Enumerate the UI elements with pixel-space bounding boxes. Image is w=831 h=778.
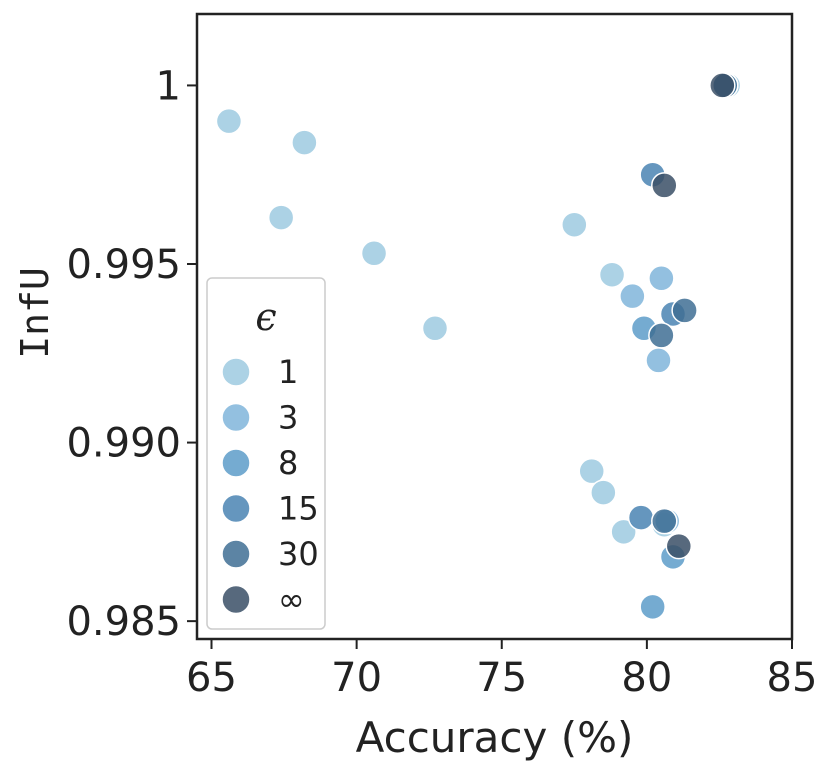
point-eps-4 xyxy=(648,322,675,349)
point-eps-0 xyxy=(590,479,617,506)
x-tick-label: 65 xyxy=(186,655,237,701)
x-axis-ticks: 65 70 75 80 85 xyxy=(186,639,817,701)
legend-marker xyxy=(221,493,251,524)
legend-marker xyxy=(221,357,251,387)
legend-items: 1 3 8 15 30 ∞ xyxy=(221,353,319,619)
legend-marker xyxy=(221,584,251,615)
y-tick-label: 0.990 xyxy=(66,421,181,467)
legend-marker xyxy=(221,402,251,433)
point-eps-5 xyxy=(709,72,736,99)
legend-label: 1 xyxy=(278,353,298,391)
legend-label: 3 xyxy=(278,399,298,437)
point-eps-1 xyxy=(645,347,672,374)
legend-label: 15 xyxy=(278,490,319,528)
point-eps-0 xyxy=(360,240,388,267)
point-eps-4 xyxy=(651,507,678,535)
legend-marker xyxy=(221,539,251,569)
point-eps-3 xyxy=(627,504,655,531)
x-tick-label: 80 xyxy=(621,655,672,701)
legend-marker xyxy=(221,448,251,478)
point-eps-0 xyxy=(610,518,637,546)
y-axis-ticks: 0.985 0.990 0.995 1 xyxy=(66,63,197,645)
y-tick-label: 0.995 xyxy=(66,242,181,288)
point-eps-0 xyxy=(598,261,626,288)
x-tick-label: 70 xyxy=(331,655,382,701)
data-points xyxy=(215,72,742,621)
legend-title: ϵ xyxy=(255,295,276,339)
x-tick-label: 75 xyxy=(476,655,527,701)
point-eps-0 xyxy=(215,107,243,135)
legend-label: ∞ xyxy=(278,581,305,619)
x-tick-label: 85 xyxy=(767,655,818,701)
point-eps-0 xyxy=(421,315,449,342)
legend-label: 30 xyxy=(278,535,319,573)
point-eps-1 xyxy=(619,282,646,310)
y-axis-label: InfU xyxy=(13,267,57,359)
point-eps-4 xyxy=(671,297,698,324)
point-eps-1 xyxy=(648,265,675,292)
point-eps-0 xyxy=(578,457,605,485)
y-tick-label: 1 xyxy=(156,63,181,109)
point-eps-5 xyxy=(651,172,678,199)
point-eps-0 xyxy=(267,204,295,231)
plot-area-frame xyxy=(195,12,794,641)
legend: ϵ 1 3 8 15 30 ∞ xyxy=(206,277,326,630)
point-eps-0 xyxy=(561,211,588,238)
legend-label: 8 xyxy=(278,444,298,482)
point-eps-0 xyxy=(291,129,318,156)
point-eps-5 xyxy=(665,532,693,560)
x-axis-label: Accuracy (%) xyxy=(356,713,634,762)
point-eps-2 xyxy=(639,593,666,621)
y-tick-label: 0.985 xyxy=(66,599,181,645)
